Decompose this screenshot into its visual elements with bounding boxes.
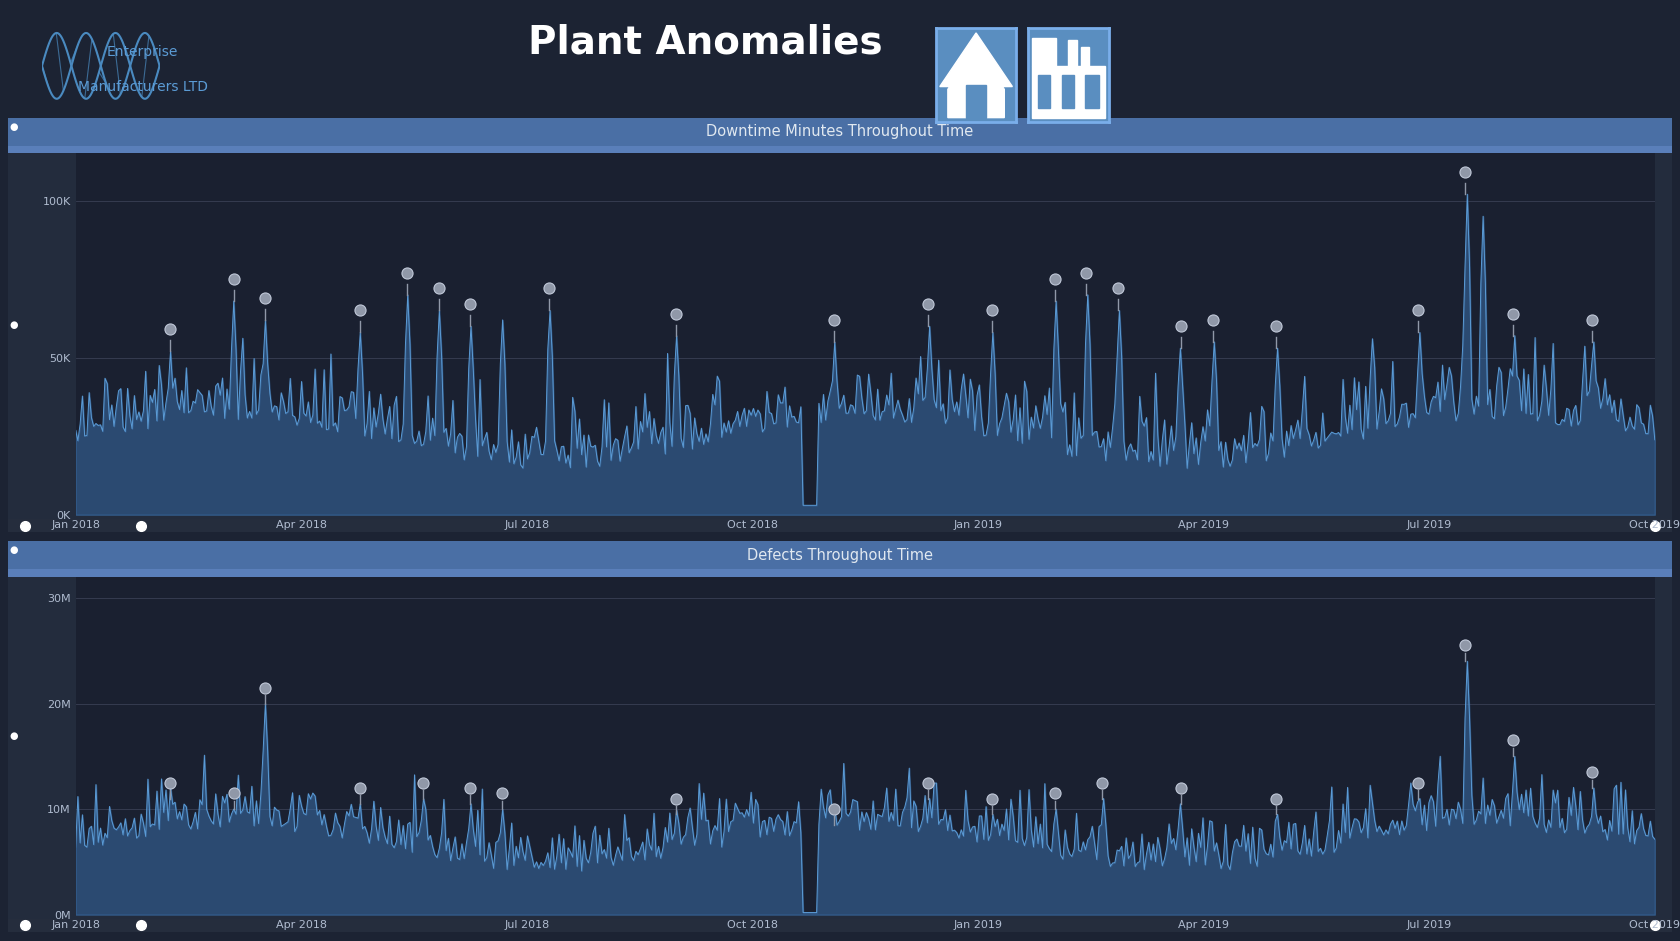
Text: Defects Throughout Time: Defects Throughout Time xyxy=(748,548,932,563)
Polygon shape xyxy=(1062,75,1074,108)
Polygon shape xyxy=(948,42,1005,118)
Polygon shape xyxy=(966,85,986,118)
Text: Enterprise: Enterprise xyxy=(108,45,178,58)
Polygon shape xyxy=(1032,66,1105,118)
Polygon shape xyxy=(1080,47,1089,66)
Polygon shape xyxy=(939,33,1013,87)
Text: ●: ● xyxy=(8,122,18,132)
Polygon shape xyxy=(1068,40,1077,66)
Polygon shape xyxy=(1038,75,1050,108)
Polygon shape xyxy=(1085,75,1099,108)
Polygon shape xyxy=(1032,38,1057,66)
Text: ●: ● xyxy=(8,320,18,329)
Text: ●: ● xyxy=(8,731,18,742)
Text: Plant Anomalies: Plant Anomalies xyxy=(528,24,884,61)
Text: Downtime Minutes Throughout Time: Downtime Minutes Throughout Time xyxy=(706,124,974,139)
Text: ●: ● xyxy=(8,546,18,555)
Text: Manufacturers LTD: Manufacturers LTD xyxy=(77,80,208,93)
